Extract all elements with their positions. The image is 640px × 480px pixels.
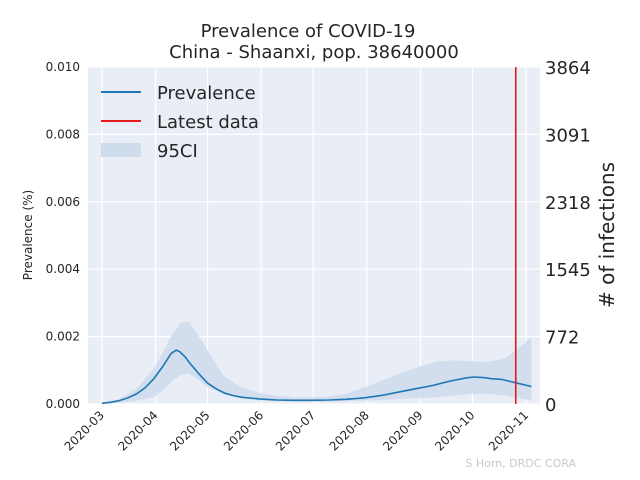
x-tick-label: 2020-04 <box>115 408 160 453</box>
y-axis-label: Prevalence (%) <box>21 190 35 280</box>
x-axis-ticks: 2020-03 2020-04 2020-05 2020-06 2020-07 2020-… <box>62 408 532 453</box>
y-tick-label: 0.008 <box>46 127 80 141</box>
x-tick-label: 2020-03 <box>62 408 107 453</box>
y-tick-label: 0.000 <box>46 397 80 411</box>
y-tick-label-right: 772 <box>545 328 579 349</box>
y-tick-label-right: 2318 <box>545 193 591 214</box>
y-tick-label-right: 3091 <box>545 125 591 146</box>
y-tick-label-right: 0 <box>545 395 556 416</box>
prevalence-line <box>101 349 532 405</box>
grid-lines <box>88 66 540 405</box>
x-tick-label: 2020-08 <box>327 408 372 453</box>
plot-area <box>88 67 540 404</box>
ci-band <box>101 321 532 404</box>
y-tick-label: 0.010 <box>46 60 80 74</box>
left-axis-ticks: 0.000 0.002 0.004 0.006 0.008 0.010 <box>46 60 80 411</box>
x-tick-label: 2020-06 <box>221 408 266 453</box>
x-tick-label: 2020-10 <box>432 408 477 453</box>
chart-title: Prevalence of COVID-19 <box>201 21 416 42</box>
legend-label-prevalence: Prevalence <box>157 83 256 104</box>
y-axis-label-right: # of infections <box>595 162 619 308</box>
y-tick-label: 0.006 <box>46 195 80 209</box>
x-tick-label: 2020-05 <box>167 408 212 453</box>
legend-label-ci: 95CI <box>157 141 198 162</box>
x-tick-label: 2020-09 <box>380 408 425 453</box>
y-tick-label-right: 1545 <box>545 260 591 281</box>
x-tick-label: 2020-07 <box>273 408 318 453</box>
legend: Prevalence Latest data 95CI <box>101 83 259 162</box>
y-tick-label: 0.004 <box>46 262 80 276</box>
x-tick-label: 2020-11 <box>486 408 531 453</box>
y-tick-label: 0.002 <box>46 330 80 344</box>
credit-text: S Horn, DRDC CORA <box>465 457 576 470</box>
legend-swatch-ci <box>101 143 141 157</box>
chart-subtitle: China - Shaanxi, pop. 38640000 <box>169 42 459 63</box>
legend-label-latest: Latest data <box>157 112 259 133</box>
y-tick-label-right: 3864 <box>545 58 591 79</box>
right-axis-ticks: 0 772 1545 2318 3091 3864 <box>545 58 591 416</box>
